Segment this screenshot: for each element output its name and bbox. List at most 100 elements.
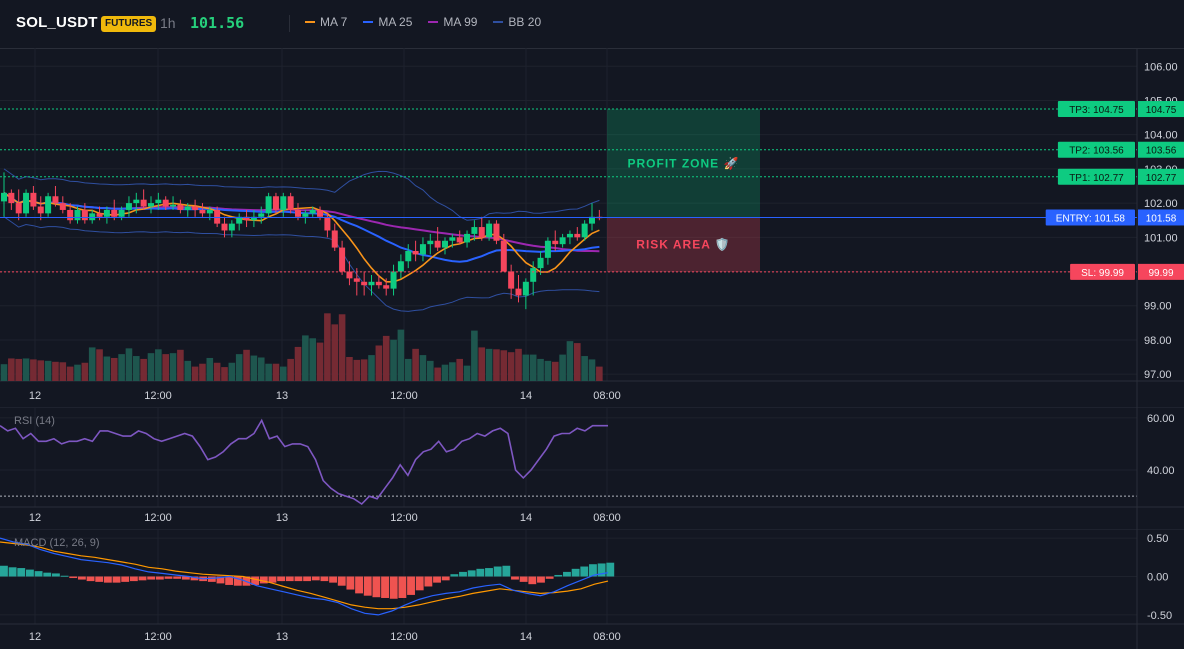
candle-body: [383, 285, 390, 289]
last-price: 101.56: [190, 14, 245, 32]
macd-histogram-bar: [86, 576, 95, 582]
macd-histogram-bar: [372, 576, 381, 598]
time-axis-label: 12:00: [144, 390, 172, 402]
candle-body: [133, 199, 140, 204]
profit-zone: [607, 109, 760, 218]
macd-histogram-bar: [268, 576, 277, 583]
macd-histogram-bar: [25, 569, 34, 577]
macd-histogram-bar: [441, 576, 450, 581]
candle-body: [59, 203, 66, 210]
macd-panel[interactable]: 0.50 0.00 -0.50 MACD (12, 26, 9) 12 12:00 13 12…: [0, 529, 1184, 649]
volume-bar: [243, 349, 250, 381]
candle-body: [309, 209, 316, 214]
price-chart[interactable]: 106.00105.00104.00103.00102.00101.00100.…: [0, 48, 1184, 407]
ma7-line: [3, 192, 600, 283]
legend-ma99[interactable]: MA 99: [428, 15, 477, 29]
macd-axis-label: -0.50: [1147, 610, 1172, 622]
volume-bar: [596, 366, 603, 381]
macd-histogram-bar: [563, 571, 571, 577]
entry-tag: [1045, 209, 1135, 226]
macd-histogram-bar: [0, 565, 8, 577]
candle-body: [530, 268, 537, 282]
macd-histogram-bar: [294, 576, 303, 582]
volume-bar: [478, 347, 486, 381]
header-divider: [289, 15, 290, 32]
entry-axis-value: 101.58: [1146, 213, 1177, 224]
macd-histogram-bar: [355, 576, 364, 594]
candle-body: [272, 196, 279, 210]
macd-line: [0, 537, 609, 616]
candle-body: [287, 196, 294, 210]
legend-ma25[interactable]: MA 25: [363, 15, 412, 29]
macd-histogram-bar: [17, 568, 26, 577]
timeframe-selector[interactable]: 1h: [160, 15, 176, 31]
macd-axis-label: 0.00: [1147, 572, 1168, 584]
volume-bar: [412, 348, 419, 381]
volume-bar: [551, 361, 559, 381]
volume-bar: [59, 362, 67, 381]
tp2-tag: [1057, 141, 1135, 158]
candle-body: [118, 209, 125, 217]
volume-bar: [155, 349, 162, 381]
price-axis-label: 97.00: [1144, 369, 1172, 381]
candle-body: [221, 223, 228, 231]
bb20-swatch: [493, 21, 504, 23]
candle-body: [442, 240, 448, 248]
volume-bar: [96, 349, 103, 381]
macd-histogram-bar: [450, 574, 459, 577]
macd-histogram-bar: [121, 576, 130, 582]
tp1-tag: [1057, 168, 1135, 185]
macd-histogram-bar: [424, 576, 433, 587]
volume-bar: [22, 358, 30, 381]
time-axis-label: 12:00: [390, 512, 418, 524]
candle-body: [375, 281, 382, 286]
volume-bar: [52, 361, 59, 381]
candle-body: [478, 227, 485, 238]
candle-body: [331, 230, 338, 248]
legend-ma7[interactable]: MA 7: [305, 15, 347, 29]
price-axis-label: 104.00: [1144, 130, 1178, 142]
rsi-axis-label: 60.00: [1147, 413, 1175, 425]
symbol-name[interactable]: SOL_USDT: [16, 14, 98, 31]
candle-body: [184, 206, 191, 210]
legend-bb20[interactable]: BB 20: [493, 15, 541, 29]
macd-histogram-bar: [207, 576, 216, 582]
candle-body: [265, 196, 272, 214]
volume-bar: [228, 362, 236, 381]
volume-bar: [375, 345, 383, 381]
candle-body: [8, 192, 15, 204]
volume-bar: [294, 346, 302, 381]
volume-bar: [574, 343, 581, 381]
macd-histogram-bar: [69, 576, 78, 579]
candle-body: [464, 233, 471, 243]
macd-histogram-bar: [606, 562, 615, 577]
sl-tag: [1070, 263, 1135, 280]
volume-bar: [463, 365, 471, 381]
ma25-swatch: [363, 21, 374, 23]
volume-bar: [0, 364, 8, 381]
rsi-panel[interactable]: 60.00 40.00 RSI (14) 12 12:00 13 12:00 14 08:00: [0, 407, 1184, 529]
volume-bar: [257, 357, 265, 381]
macd-histogram-bar: [129, 576, 138, 582]
volume-bar: [449, 362, 456, 381]
macd-histogram-bar: [43, 572, 52, 577]
volume-bar: [559, 354, 566, 381]
candle-body: [544, 240, 551, 258]
macd-histogram-bar: [138, 576, 147, 581]
macd-histogram-bar: [147, 576, 156, 580]
candle-body: [30, 192, 37, 207]
tp1-axis-value: 102.77: [1146, 173, 1177, 184]
volume-bar: [353, 359, 361, 381]
candle-body: [1, 192, 7, 202]
macd-histogram-bar: [485, 568, 493, 577]
time-axis-label: 08:00: [593, 631, 621, 643]
time-axis-label: 12:00: [144, 512, 172, 524]
volume-bar: [15, 358, 22, 381]
risk-area-label: RISK AREA 🛡️: [636, 238, 730, 252]
macd-histogram-bar: [554, 574, 563, 577]
volume-bar: [471, 330, 478, 381]
macd-histogram-bar: [337, 576, 346, 586]
macd-histogram-bar: [51, 573, 60, 577]
candle-body: [397, 261, 404, 272]
macd-histogram-bar: [389, 576, 398, 599]
